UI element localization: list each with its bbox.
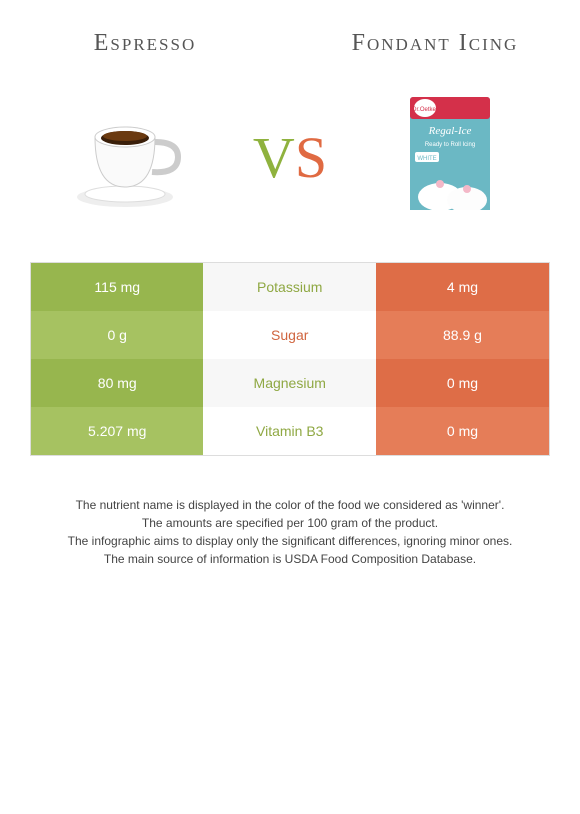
left-value: 115 mg [31, 263, 203, 311]
right-title: Fondant Icing [320, 30, 550, 57]
left-title: Espresso [30, 30, 260, 57]
vs-label: VS [230, 124, 350, 191]
table-row: 5.207 mg Vitamin B3 0 mg [31, 407, 549, 455]
footer-line: The infographic aims to display only the… [68, 532, 513, 550]
vs-v: V [253, 125, 295, 190]
table-row: 115 mg Potassium 4 mg [31, 263, 549, 311]
right-image: Dr.Oetker Regal-Ice Ready to Roll Icing … [350, 82, 550, 232]
left-value: 0 g [31, 311, 203, 359]
images-row: VS Dr.Oetker Regal-Ice Ready to Roll Ici… [30, 82, 550, 232]
footer-line: The main source of information is USDA F… [68, 550, 513, 568]
footer-notes: The nutrient name is displayed in the co… [58, 496, 523, 568]
right-value: 0 mg [376, 407, 549, 455]
nutrient-label: Potassium [203, 263, 375, 311]
svg-text:WHITE: WHITE [417, 156, 436, 162]
nutrient-label: Vitamin B3 [203, 407, 375, 455]
table-row: 80 mg Magnesium 0 mg [31, 359, 549, 407]
fondant-icon: Dr.Oetker Regal-Ice Ready to Roll Icing … [405, 92, 495, 222]
left-value: 80 mg [31, 359, 203, 407]
svg-text:Ready to Roll Icing: Ready to Roll Icing [425, 142, 475, 148]
vs-s: S [295, 125, 327, 190]
footer-line: The nutrient name is displayed in the co… [68, 496, 513, 514]
header-row: Espresso Fondant Icing [30, 30, 550, 57]
nutrient-label: Sugar [203, 311, 375, 359]
right-value: 0 mg [376, 359, 549, 407]
espresso-icon [70, 102, 190, 212]
left-value: 5.207 mg [31, 407, 203, 455]
right-value: 88.9 g [376, 311, 549, 359]
svg-text:Regal-Ice: Regal-Ice [428, 125, 472, 137]
footer-line: The amounts are specified per 100 gram o… [68, 514, 513, 532]
svg-text:Dr.Oetker: Dr.Oetker [412, 107, 438, 113]
table-row: 0 g Sugar 88.9 g [31, 311, 549, 359]
left-image [30, 82, 230, 232]
nutrient-label: Magnesium [203, 359, 375, 407]
right-value: 4 mg [376, 263, 549, 311]
nutrient-table: 115 mg Potassium 4 mg 0 g Sugar 88.9 g 8… [30, 262, 550, 456]
